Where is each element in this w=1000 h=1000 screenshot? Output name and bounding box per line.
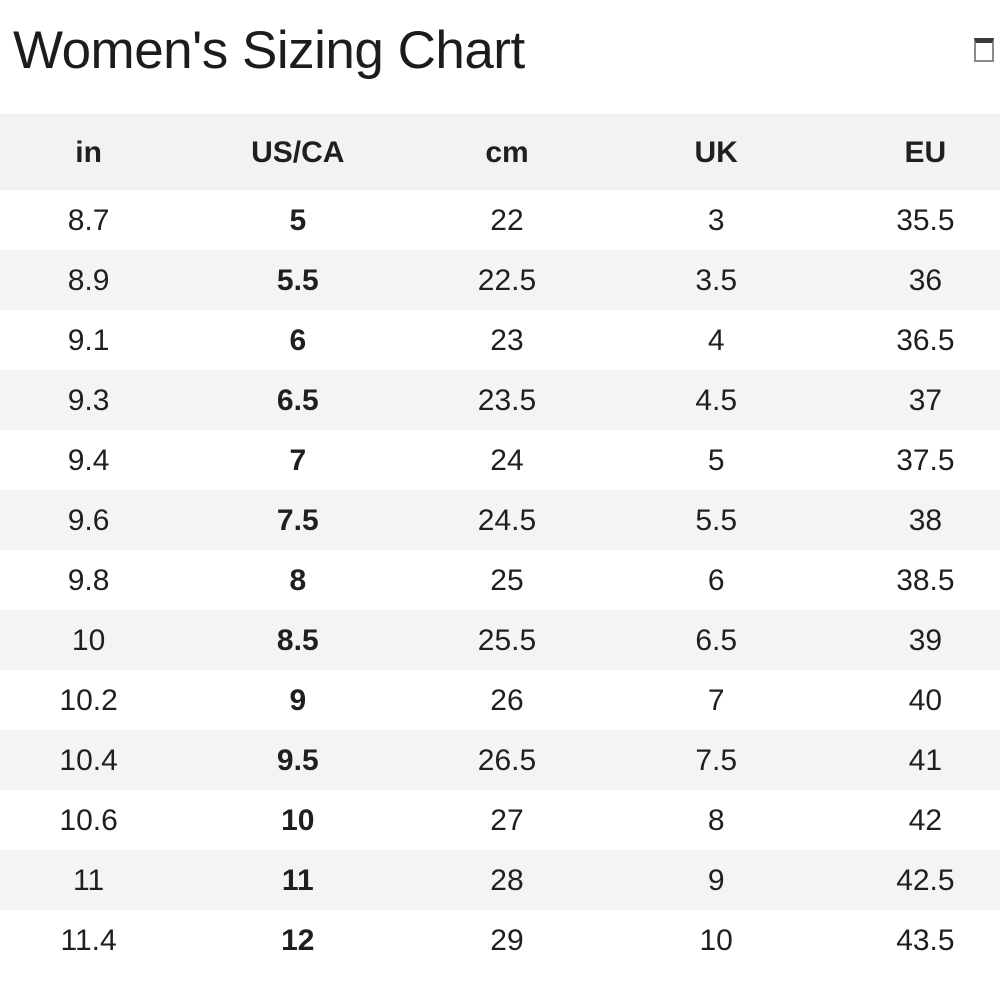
table-cell: 7.5	[276, 504, 319, 537]
table-cell: 23	[490, 324, 524, 357]
table-cell: 40	[908, 684, 943, 717]
table-cell: 25.5	[477, 624, 537, 657]
page-header: Women's Sizing Chart	[0, 0, 1000, 114]
table-cell: 10.2	[59, 684, 118, 717]
table-cell: 42	[908, 804, 943, 837]
table-row: 8.9 5.5 22.5 3.5 36	[0, 250, 1000, 310]
table-cell: 9.1	[67, 324, 110, 357]
table-cell: 5.5	[276, 264, 319, 297]
table-cell: 5	[707, 444, 725, 477]
table-cell: 29	[490, 924, 524, 957]
table-cell: 9.4	[67, 444, 110, 477]
table-cell: 24.5	[477, 504, 537, 537]
table-cell: 3	[707, 204, 725, 237]
table-cell: 10	[71, 624, 106, 657]
table-cell: 4.5	[695, 384, 738, 417]
table-cell: 8.5	[276, 624, 319, 657]
table-cell: 38	[908, 504, 943, 537]
table-cell: 6.5	[276, 384, 319, 417]
table-cell: 10	[281, 804, 315, 837]
table-cell: 7.5	[695, 744, 738, 777]
table-row: 11.4 12 29 10 43.5	[0, 910, 1000, 970]
table-cell: 22	[490, 204, 524, 237]
table-cell: 35.5	[896, 204, 955, 237]
table-cell: 43.5	[896, 924, 955, 957]
table-cell: 12	[281, 924, 315, 957]
table-cell: 10.4	[59, 744, 118, 777]
table-header-row: in US/CA cm UK EU	[0, 114, 1000, 190]
table-cell: 22.5	[477, 264, 537, 297]
table-row: 10.6 10 27 8 42	[0, 790, 1000, 850]
table-cell: 9	[707, 864, 725, 897]
table-cell: 11.4	[60, 924, 117, 957]
table-row: 8.7 5 22 3 35.5	[0, 190, 1000, 250]
header-cell: EU	[904, 136, 947, 169]
header-cell: UK	[694, 136, 738, 169]
header-cell: US/CA	[251, 136, 345, 169]
table-cell: 24	[490, 444, 524, 477]
table-row: 10 8.5 25.5 6.5 39	[0, 610, 1000, 670]
table-cell: 41	[908, 744, 943, 777]
table-cell: 7	[289, 444, 307, 477]
table-cell: 11	[281, 864, 314, 897]
table-cell: 25	[490, 564, 524, 597]
page-title: Women's Sizing Chart	[13, 21, 525, 80]
sizing-table: in US/CA cm UK EU 8.7 5 22 3 35.5 8.9 5.5 22.5 3.5 36…	[0, 114, 1000, 970]
header-cell: in	[75, 136, 102, 169]
table-cell: 6	[707, 564, 725, 597]
table-cell: 10	[699, 924, 733, 957]
table-row: 9.1 6 23 4 36.5	[0, 310, 1000, 370]
placeholder-glyph-icon[interactable]	[974, 38, 994, 62]
table-cell: 6	[289, 324, 307, 357]
table-cell: 5.5	[695, 504, 738, 537]
table-cell: 8.9	[67, 264, 110, 297]
table-cell: 9.3	[67, 384, 110, 417]
header-cell: cm	[485, 136, 529, 169]
table-cell: 28	[490, 864, 524, 897]
table-row: 11 11 28 9 42.5	[0, 850, 1000, 910]
table-cell: 36.5	[896, 324, 955, 357]
table-cell: 42.5	[896, 864, 955, 897]
table-row: 9.3 6.5 23.5 4.5 37	[0, 370, 1000, 430]
table-cell: 37	[908, 384, 943, 417]
table-cell: 3.5	[695, 264, 738, 297]
table-cell: 23.5	[477, 384, 537, 417]
table-cell: 9	[289, 684, 307, 717]
table-cell: 4	[707, 324, 725, 357]
table-cell: 26.5	[477, 744, 537, 777]
table-cell: 8	[707, 804, 725, 837]
table-cell: 39	[908, 624, 943, 657]
table-row: 9.4 7 24 5 37.5	[0, 430, 1000, 490]
table-cell: 38.5	[896, 564, 955, 597]
table-cell: 5	[289, 204, 307, 237]
table-cell: 8	[289, 564, 307, 597]
table-cell: 26	[490, 684, 524, 717]
table-cell: 11	[73, 864, 105, 897]
table-row: 9.8 8 25 6 38.5	[0, 550, 1000, 610]
table-row: 9.6 7.5 24.5 5.5 38	[0, 490, 1000, 550]
table-cell: 10.6	[59, 804, 118, 837]
table-row: 10.4 9.5 26.5 7.5 41	[0, 730, 1000, 790]
table-cell: 9.5	[276, 744, 319, 777]
table-cell: 37.5	[896, 444, 955, 477]
table-row: 10.2 9 26 7 40	[0, 670, 1000, 730]
sizing-chart-page: Women's Sizing Chart in US/CA cm UK EU 8.7 5 2…	[0, 0, 1000, 970]
table-cell: 9.6	[67, 504, 110, 537]
table-cell: 6.5	[695, 624, 738, 657]
table-cell: 36	[908, 264, 943, 297]
table-cell: 8.7	[67, 204, 110, 237]
table-cell: 7	[707, 684, 725, 717]
table-cell: 27	[490, 804, 524, 837]
table-body: 8.7 5 22 3 35.5 8.9 5.5 22.5 3.5 36 9.1 6 23 4 36.5 9.3…	[0, 190, 1000, 970]
table-cell: 9.8	[67, 564, 110, 597]
